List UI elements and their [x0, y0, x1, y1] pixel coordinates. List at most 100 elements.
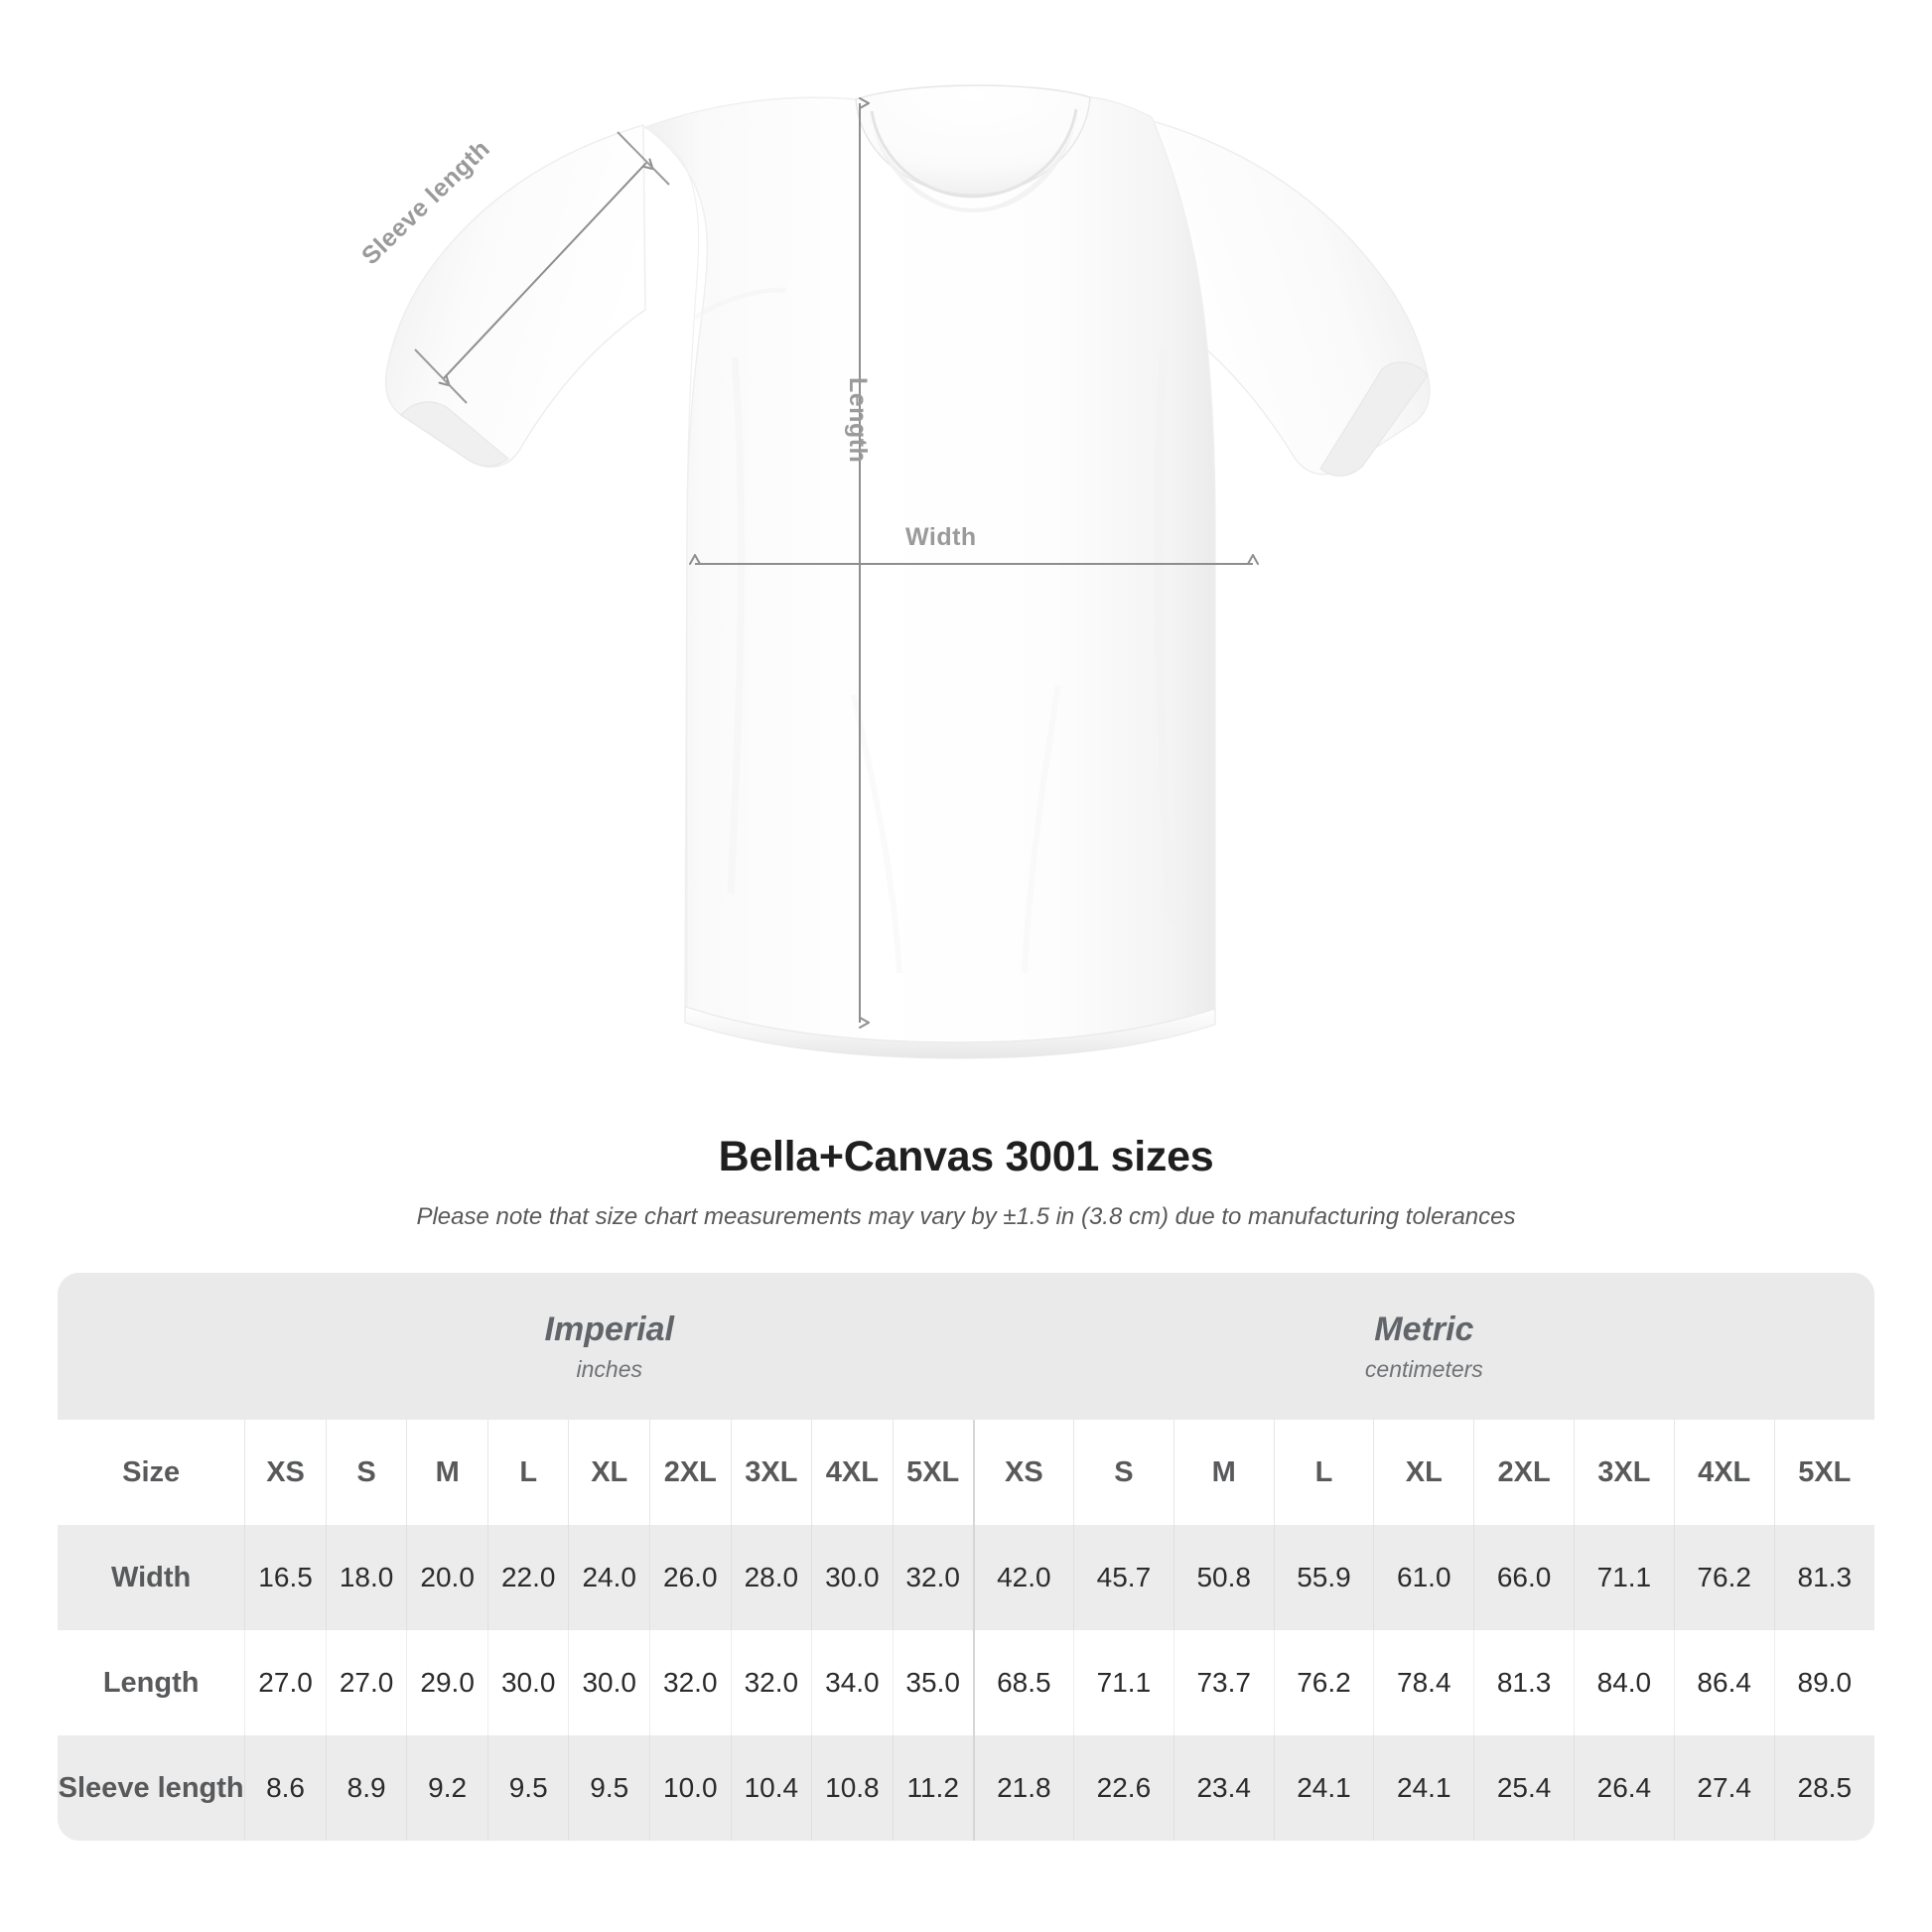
right-sleeve-hem	[1319, 361, 1429, 477]
collar-rib	[870, 108, 1078, 199]
title-block: Bella+Canvas 3001 sizes Please note that…	[0, 1132, 1932, 1232]
unit-header-metric: Metric centimeters	[973, 1273, 1874, 1420]
cell-width-metric-m: 50.8	[1173, 1525, 1275, 1630]
cell-sleeve-metric-m: 23.4	[1173, 1735, 1275, 1841]
size-col-metric-4xl: 4XL	[1674, 1420, 1775, 1525]
cell-length-metric-5xl: 89.0	[1774, 1630, 1874, 1735]
cell-length-metric-4xl: 86.4	[1674, 1630, 1775, 1735]
cell-width-metric-2xl: 66.0	[1473, 1525, 1575, 1630]
cell-sleeve-imperial-2xl: 10.0	[649, 1735, 732, 1841]
cell-length-imperial-l: 30.0	[487, 1630, 570, 1735]
cell-length-imperial-xs: 27.0	[244, 1630, 327, 1735]
cell-length-imperial-5xl: 35.0	[893, 1630, 975, 1735]
width-label: Width	[905, 523, 977, 551]
page-title: Bella+Canvas 3001 sizes	[718, 1133, 1214, 1180]
size-col-imperial-2xl: 2XL	[649, 1420, 732, 1525]
bottom-hem	[684, 1006, 1216, 1059]
unit-name-metric: Metric	[1374, 1310, 1474, 1348]
cell-sleeve-metric-5xl: 28.5	[1774, 1735, 1874, 1841]
size-col-imperial-5xl: 5XL	[893, 1420, 975, 1525]
table-row: Width 16.5 18.0 20.0 22.0 24.0 26.0 28.0…	[58, 1525, 1874, 1630]
cell-length-imperial-4xl: 34.0	[811, 1630, 894, 1735]
cell-length-metric-s: 71.1	[1073, 1630, 1174, 1735]
unit-sub-metric: centimeters	[1364, 1355, 1483, 1382]
size-col-metric-3xl: 3XL	[1574, 1420, 1675, 1525]
size-col-metric-s: S	[1073, 1420, 1174, 1525]
row-label-sleeve-length: Sleeve length	[58, 1735, 246, 1841]
cell-width-metric-xs: 42.0	[973, 1525, 1074, 1630]
right-sleeve	[1145, 118, 1431, 476]
size-col-metric-l: L	[1274, 1420, 1375, 1525]
tolerance-note: Please note that size chart measurements…	[416, 1202, 1516, 1230]
shirt-body	[643, 96, 1216, 1043]
tshirt-body-shape	[384, 84, 1431, 1059]
cell-sleeve-metric-s: 22.6	[1073, 1735, 1174, 1841]
cell-sleeve-imperial-xl: 9.5	[568, 1735, 651, 1841]
cell-length-imperial-m: 29.0	[406, 1630, 488, 1735]
size-header-label: Size	[58, 1420, 246, 1525]
table-row: Sleeve length 8.6 8.9 9.2 9.5 9.5 10.0 1…	[58, 1735, 1874, 1841]
table-row: Length 27.0 27.0 29.0 30.0 30.0 32.0 32.…	[58, 1630, 1874, 1735]
collar-outer	[855, 84, 1091, 196]
cell-sleeve-imperial-5xl: 11.2	[893, 1735, 975, 1841]
sleeve-tick-top	[617, 131, 670, 186]
cell-sleeve-imperial-s: 8.9	[326, 1735, 408, 1841]
size-col-imperial-xl: XL	[568, 1420, 651, 1525]
cell-width-imperial-m: 20.0	[406, 1525, 488, 1630]
cell-sleeve-metric-xs: 21.8	[973, 1735, 1074, 1841]
cell-width-imperial-5xl: 32.0	[893, 1525, 975, 1630]
size-col-imperial-m: M	[406, 1420, 488, 1525]
cell-sleeve-metric-4xl: 27.4	[1674, 1735, 1775, 1841]
cell-length-imperial-s: 27.0	[326, 1630, 408, 1735]
size-col-metric-xs: XS	[973, 1420, 1074, 1525]
cell-length-imperial-2xl: 32.0	[649, 1630, 732, 1735]
row-label-length: Length	[58, 1630, 246, 1735]
cell-width-imperial-s: 18.0	[326, 1525, 408, 1630]
size-header-row: Size XS S M L XL 2XL 3XL 4XL 5XL XS S M …	[58, 1420, 1874, 1525]
cell-sleeve-metric-2xl: 25.4	[1473, 1735, 1575, 1841]
unit-name-imperial: Imperial	[544, 1310, 674, 1348]
size-col-metric-2xl: 2XL	[1473, 1420, 1575, 1525]
cell-sleeve-imperial-l: 9.5	[487, 1735, 570, 1841]
unit-header-spacer	[58, 1273, 245, 1420]
unit-sub-imperial: inches	[576, 1355, 642, 1382]
unit-header-imperial: Imperial inches	[244, 1273, 974, 1420]
size-col-metric-5xl: 5XL	[1774, 1420, 1874, 1525]
size-col-imperial-4xl: 4XL	[811, 1420, 894, 1525]
cell-width-metric-4xl: 76.2	[1674, 1525, 1775, 1630]
cell-sleeve-imperial-m: 9.2	[406, 1735, 488, 1841]
cell-width-imperial-3xl: 28.0	[731, 1525, 813, 1630]
cell-width-metric-s: 45.7	[1073, 1525, 1174, 1630]
size-col-metric-m: M	[1173, 1420, 1275, 1525]
cell-width-metric-5xl: 81.3	[1774, 1525, 1874, 1630]
cell-sleeve-metric-l: 24.1	[1274, 1735, 1375, 1841]
size-col-imperial-s: S	[326, 1420, 408, 1525]
size-col-imperial-3xl: 3XL	[731, 1420, 813, 1525]
row-label-width: Width	[58, 1525, 246, 1630]
cell-sleeve-metric-xl: 24.1	[1373, 1735, 1475, 1841]
fabric-folds	[693, 287, 1173, 974]
cell-width-imperial-xs: 16.5	[244, 1525, 327, 1630]
tshirt-svg	[384, 84, 1431, 1059]
length-label: Length	[844, 377, 872, 464]
size-col-imperial-xs: XS	[244, 1420, 327, 1525]
cell-width-imperial-l: 22.0	[487, 1525, 570, 1630]
size-table-container: Imperial inches Metric centimeters Size …	[58, 1273, 1874, 1841]
cell-length-metric-3xl: 84.0	[1574, 1630, 1675, 1735]
cell-width-metric-3xl: 71.1	[1574, 1525, 1675, 1630]
cell-length-metric-xs: 68.5	[973, 1630, 1074, 1735]
dimension-arrows	[414, 97, 1259, 1029]
cell-width-imperial-2xl: 26.0	[649, 1525, 732, 1630]
size-col-imperial-l: L	[487, 1420, 570, 1525]
cell-length-metric-xl: 78.4	[1373, 1630, 1475, 1735]
sleeve-tick-bottom	[414, 348, 468, 404]
cell-sleeve-imperial-xs: 8.6	[244, 1735, 327, 1841]
left-sleeve-hem	[400, 401, 509, 468]
cell-width-metric-xl: 61.0	[1373, 1525, 1475, 1630]
cell-length-metric-m: 73.7	[1173, 1630, 1275, 1735]
tshirt-illustration: Sleeve length Length Width	[355, 84, 1431, 1059]
cell-length-metric-2xl: 81.3	[1473, 1630, 1575, 1735]
cell-length-metric-l: 76.2	[1274, 1630, 1375, 1735]
unit-header-row: Imperial inches Metric centimeters	[58, 1273, 1874, 1420]
